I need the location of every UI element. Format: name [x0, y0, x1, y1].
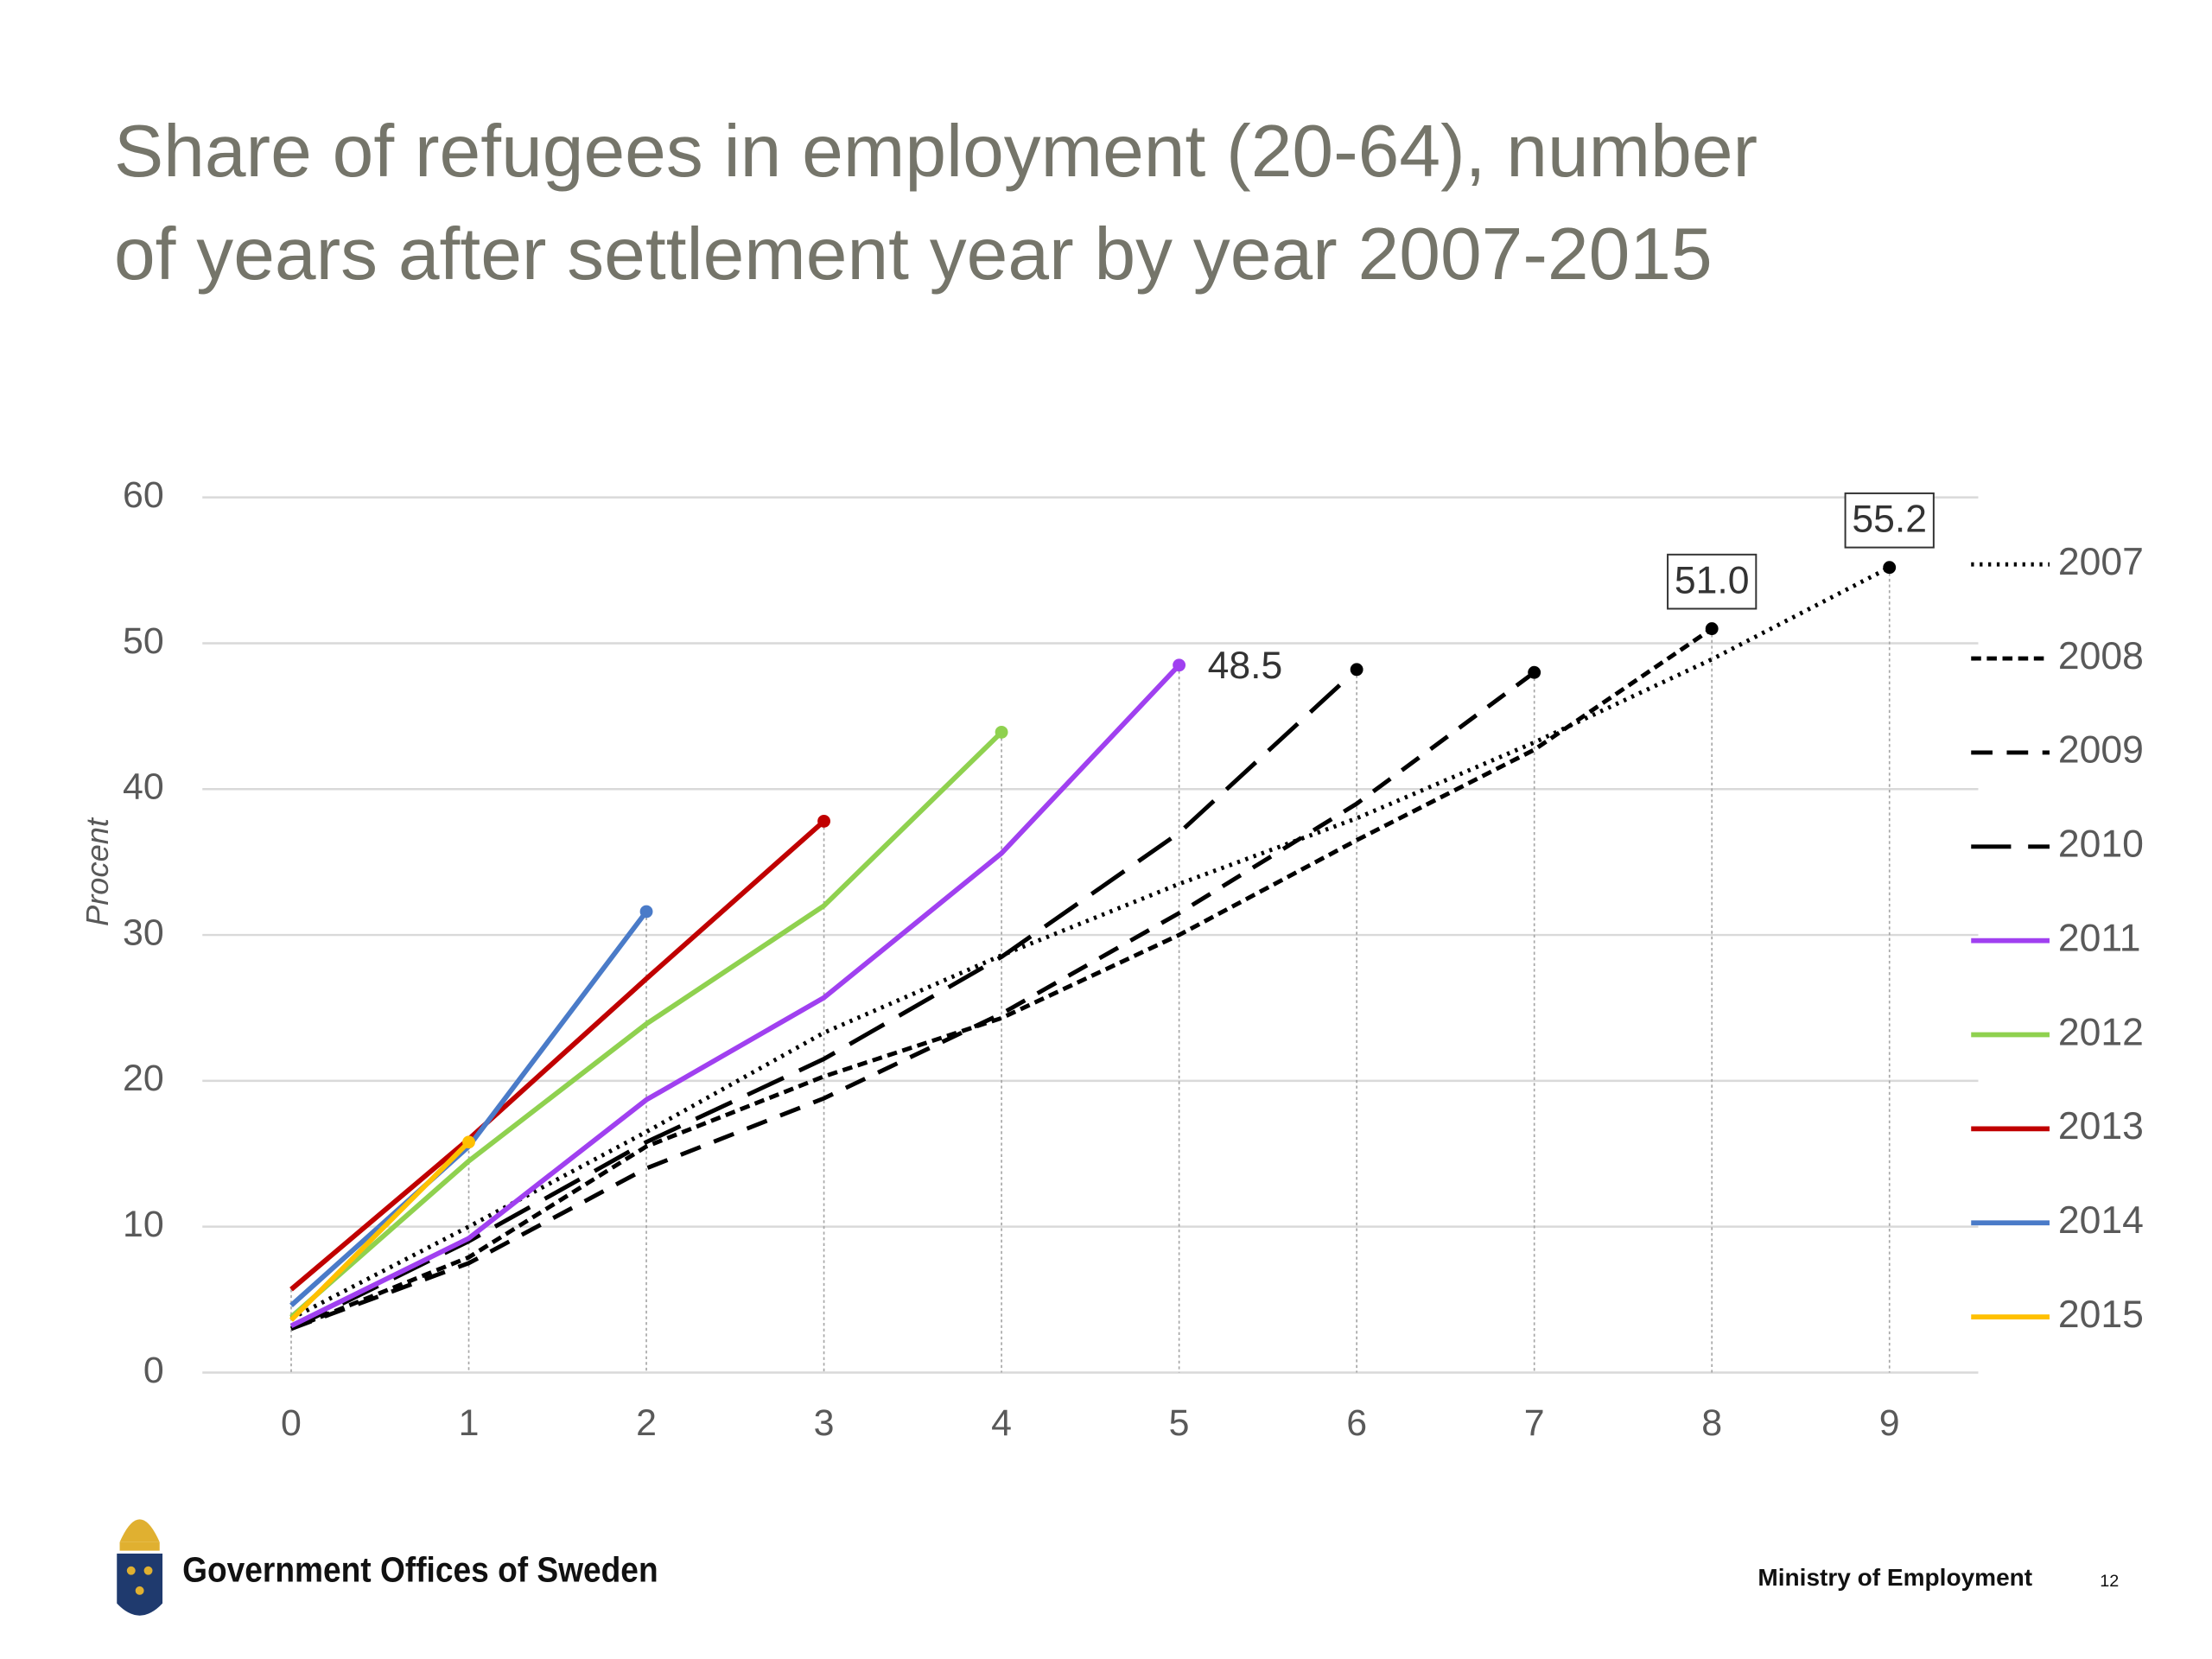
x-tick-label: 9 — [1879, 1402, 1900, 1444]
y-axis-label: Procent — [79, 817, 115, 926]
y-tick-label: 10 — [123, 1204, 164, 1245]
y-tick-label: 0 — [143, 1350, 164, 1391]
legend-label: 2008 — [2058, 635, 2144, 677]
label-box — [1667, 553, 1758, 610]
logo — [117, 1519, 163, 1616]
x-tick-label: 1 — [459, 1402, 480, 1444]
end-marker — [1528, 665, 1541, 679]
series-line — [289, 1140, 471, 1322]
y-tick-label: 30 — [123, 912, 164, 953]
legend-label: 2015 — [2058, 1294, 2144, 1336]
organization: Government Offices of Sweden — [182, 1549, 658, 1589]
x-tick-label: 2 — [636, 1402, 657, 1444]
ministry: Ministry of Employment — [1758, 1564, 2032, 1591]
series-line — [289, 565, 1891, 1321]
legend-label: 2013 — [2058, 1105, 2144, 1147]
data-label: 55.2 — [1852, 499, 1927, 541]
y-tick-label: 50 — [123, 620, 164, 662]
title-line: of years after settlement year by year 2… — [114, 213, 1713, 296]
legend-label: 2014 — [2058, 1199, 2144, 1242]
end-marker — [639, 905, 653, 918]
end-marker — [1883, 561, 1897, 575]
label-box — [1844, 492, 1935, 549]
series-line — [289, 819, 826, 1292]
end-marker — [1173, 658, 1186, 672]
end-marker — [1350, 663, 1363, 677]
page-number: 12 — [2100, 1572, 2119, 1591]
series-line — [289, 668, 1358, 1332]
y-tick-label: 60 — [123, 474, 164, 516]
x-tick-label: 0 — [281, 1402, 302, 1444]
x-tick-label: 3 — [814, 1402, 835, 1444]
series-line — [289, 730, 1004, 1319]
legend-label: 2012 — [2058, 1011, 2144, 1053]
x-tick-label: 4 — [991, 1402, 1012, 1444]
series-line — [289, 663, 1181, 1329]
legend-label: 2010 — [2058, 823, 2144, 866]
y-tick-label: 20 — [123, 1058, 164, 1099]
y-tick-label: 40 — [123, 766, 164, 808]
end-marker — [995, 726, 1008, 739]
title-line: Share of refugees in employment (20-64),… — [114, 110, 1758, 193]
end-marker — [462, 1135, 475, 1149]
series-line — [290, 626, 1713, 1332]
x-tick-label: 7 — [1524, 1402, 1545, 1444]
end-marker — [1705, 622, 1719, 636]
x-tick-label: 8 — [1701, 1402, 1722, 1444]
series-line — [290, 671, 1536, 1332]
legend-label: 2007 — [2058, 541, 2144, 583]
end-marker — [817, 814, 830, 828]
legend-label: 2011 — [2058, 917, 2141, 959]
x-tick-label: 6 — [1346, 1402, 1367, 1444]
x-tick-label: 5 — [1169, 1402, 1190, 1444]
data-label: 51.0 — [1675, 560, 1750, 602]
legend-label: 2009 — [2058, 729, 2144, 772]
data-label: 48.5 — [1208, 645, 1283, 687]
